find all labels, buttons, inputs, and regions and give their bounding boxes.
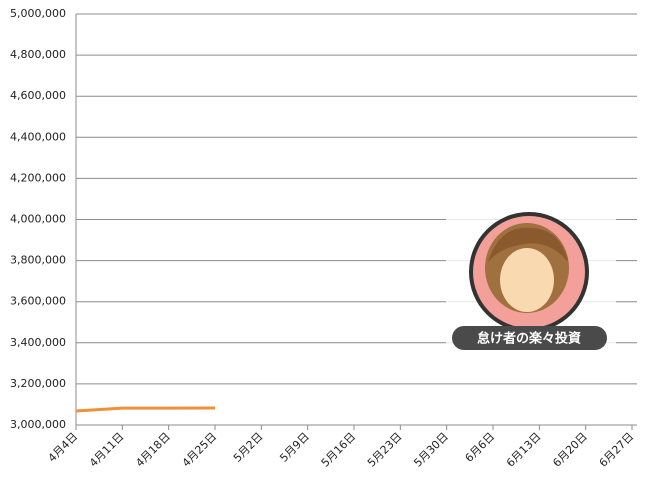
x-tick-label: 6月27日	[597, 430, 637, 470]
x-tick-label: 5月30日	[411, 430, 451, 470]
y-tick-label: 4,400,000	[10, 130, 66, 143]
y-tick-label: 4,600,000	[10, 89, 66, 102]
y-tick-label: 4,200,000	[10, 171, 66, 184]
y-tick-label: 3,600,000	[10, 295, 66, 308]
x-tick-label: 6月13日	[504, 430, 544, 470]
x-tick-label: 4月11日	[87, 430, 127, 470]
avatar-fringe	[488, 227, 568, 262]
y-tick-label: 3,400,000	[10, 336, 66, 349]
line-series	[75, 406, 216, 413]
y-tick-label: 3,000,000	[10, 418, 66, 431]
x-tick-label: 4月25日	[180, 430, 220, 470]
y-tick-label: 3,800,000	[10, 254, 66, 267]
logo-text: 怠け者の楽々投資	[477, 331, 581, 347]
x-tick-label: 5月16日	[319, 430, 359, 470]
y-tick-label: 5,000,000	[10, 7, 66, 20]
x-tick-label: 6月20日	[550, 430, 590, 470]
x-tick-label: 5月2日	[231, 430, 266, 465]
logo-pill	[452, 326, 607, 350]
x-tick-label: 4月18日	[133, 430, 173, 470]
y-tick-label: 3,200,000	[10, 377, 66, 390]
x-tick-label: 5月23日	[365, 430, 405, 470]
watermark-logo: 怠け者の楽々投資	[446, 208, 616, 358]
avatar-face	[500, 248, 554, 312]
x-tick-label: 5月9日	[277, 430, 312, 465]
x-tick-label: 4月4日	[46, 430, 81, 465]
y-tick-label: 4,800,000	[10, 48, 66, 61]
x-tick-label: 6月6日	[463, 430, 498, 465]
y-tick-label: 4,000,000	[10, 213, 66, 226]
